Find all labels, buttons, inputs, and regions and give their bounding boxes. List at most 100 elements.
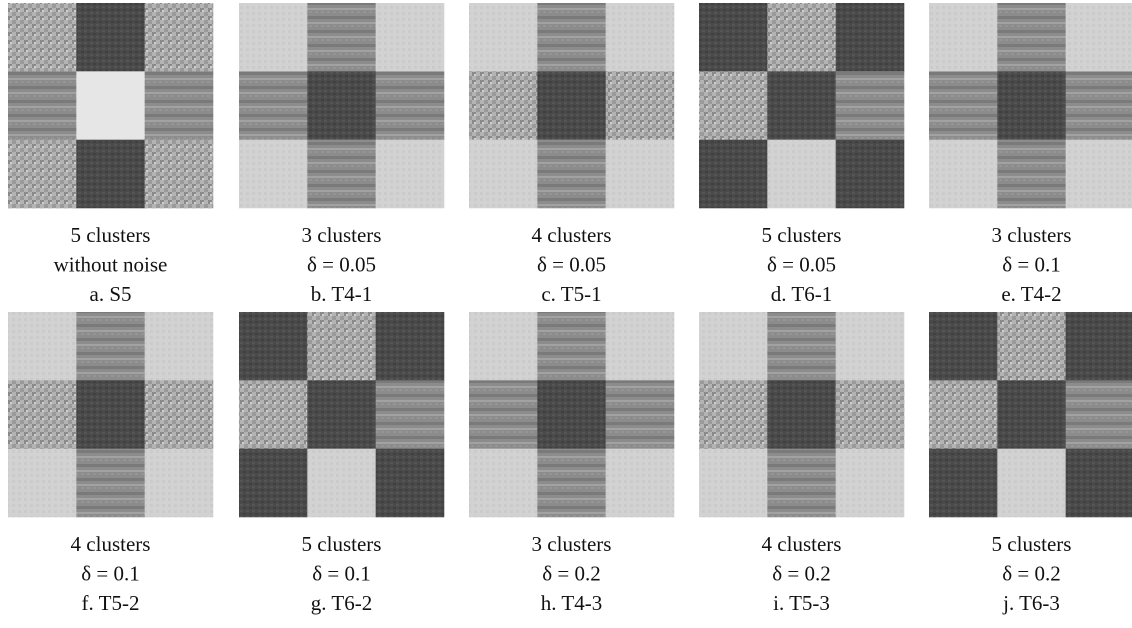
image-block (1065, 448, 1132, 518)
caption: 3 clusters (992, 223, 1072, 247)
caption: 5 clusters (992, 532, 1072, 556)
image-block (835, 380, 905, 449)
image-block (307, 448, 376, 518)
image-block (605, 139, 675, 209)
image-block (699, 139, 768, 209)
caption: 3 clusters (532, 532, 612, 556)
image-block (835, 3, 905, 72)
caption: 5 clusters (762, 223, 842, 247)
caption: δ = 0.1 (81, 561, 140, 585)
caption: h. T4-3 (541, 591, 602, 615)
image-block (8, 312, 77, 381)
caption: 4 clusters (532, 223, 612, 247)
image-block (8, 380, 77, 449)
image-block (375, 71, 445, 140)
image-block (929, 380, 998, 449)
image-block (537, 71, 606, 140)
image-block (8, 3, 77, 72)
image-block (239, 3, 308, 72)
image-block (537, 380, 606, 449)
image-block (76, 312, 145, 381)
image-block (605, 3, 675, 72)
image-block (835, 139, 905, 209)
caption: i. T5-3 (773, 591, 830, 615)
caption: a. S5 (90, 282, 132, 306)
image-block (144, 3, 214, 72)
caption: 3 clusters (302, 223, 382, 247)
image-block (605, 380, 675, 449)
image-block (307, 312, 376, 381)
image-block (239, 312, 308, 381)
image-block (144, 71, 214, 140)
image-block (76, 380, 145, 449)
image-block (469, 380, 538, 449)
image-block (605, 448, 675, 518)
caption: d. T6-1 (771, 282, 832, 306)
image-block (1065, 139, 1132, 209)
image-block (76, 448, 145, 518)
image-block (1065, 3, 1132, 72)
caption: δ = 0.2 (1002, 561, 1061, 585)
image-block (835, 448, 905, 518)
caption: 5 clusters (302, 532, 382, 556)
image-block (1065, 71, 1132, 140)
image-block (929, 139, 998, 209)
caption: b. T4-1 (311, 282, 372, 306)
image-block (767, 71, 836, 140)
image-block (699, 448, 768, 518)
image-block (929, 448, 998, 518)
caption: 5 clusters (71, 223, 151, 247)
image-block (835, 71, 905, 140)
image-block (469, 3, 538, 72)
image-block (144, 380, 214, 449)
caption: e. T4-2 (1001, 282, 1061, 306)
image-block (239, 139, 308, 209)
image-block (375, 312, 445, 381)
caption: without noise (54, 252, 168, 276)
image-block (537, 139, 606, 209)
caption: j. T6-3 (1002, 591, 1060, 615)
image-block (375, 3, 445, 72)
image-block (76, 71, 145, 140)
image-block (239, 448, 308, 518)
caption: δ = 0.05 (307, 252, 376, 276)
caption: δ = 0.1 (1002, 252, 1061, 276)
image-block (929, 3, 998, 72)
image-block (929, 71, 998, 140)
image-block (699, 312, 768, 381)
image-block (1065, 380, 1132, 449)
image-block (537, 448, 606, 518)
image-block (76, 139, 145, 209)
image-block (699, 3, 768, 72)
image-block (144, 312, 214, 381)
image-block (537, 3, 606, 72)
caption: δ = 0.2 (542, 561, 601, 585)
image-block (699, 71, 768, 140)
caption: δ = 0.05 (537, 252, 606, 276)
image-block (835, 312, 905, 381)
image-block (767, 3, 836, 72)
caption: g. T6-2 (311, 591, 372, 615)
caption: δ = 0.1 (312, 561, 371, 585)
image-block (537, 312, 606, 381)
image-block (469, 139, 538, 209)
image-block (699, 380, 768, 449)
image-block (307, 139, 376, 209)
image-block (375, 139, 445, 209)
image-block (76, 3, 145, 72)
image-block (997, 71, 1066, 140)
image-block (469, 448, 538, 518)
image-block (8, 71, 77, 140)
image-block (997, 448, 1066, 518)
image-block (307, 3, 376, 72)
image-block (767, 139, 836, 209)
caption: δ = 0.2 (772, 561, 831, 585)
image-block (997, 3, 1066, 72)
image-block (144, 448, 214, 518)
image-block (469, 312, 538, 381)
image-block (307, 71, 376, 140)
caption: c. T5-1 (541, 282, 601, 306)
image-block (375, 380, 445, 449)
